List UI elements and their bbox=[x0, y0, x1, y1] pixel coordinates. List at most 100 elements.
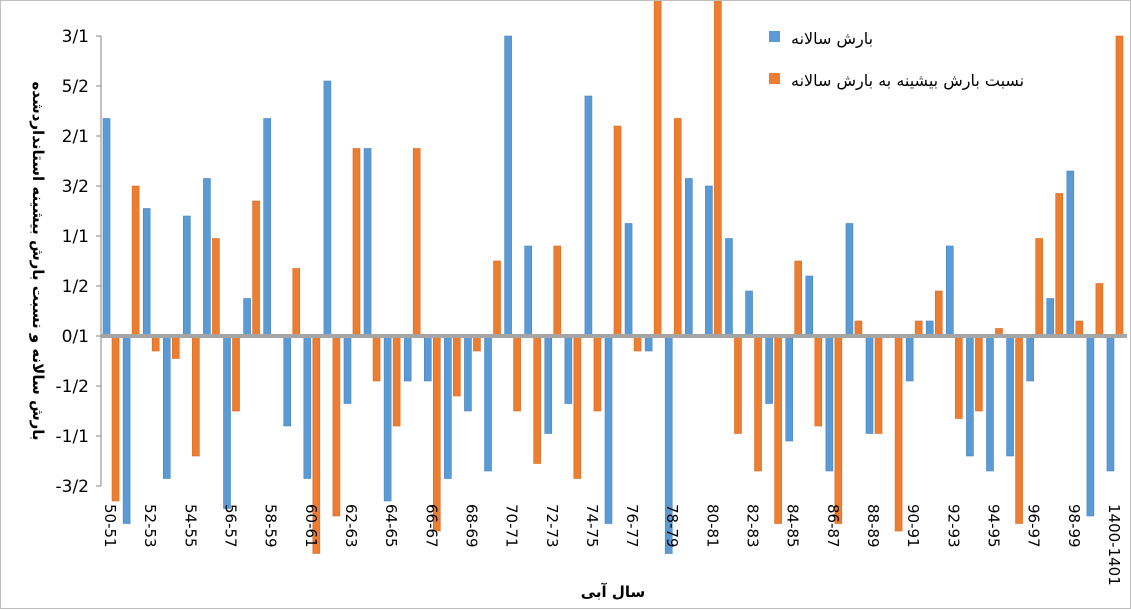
bar-annual-70-71 bbox=[504, 35, 512, 337]
bar-annual-54-55 bbox=[183, 215, 191, 337]
bar-ratio-77-78 bbox=[653, 1, 662, 337]
legend: بارش سالانه نسبت بارش بیشینه به بارش سال… bbox=[769, 29, 1024, 91]
bar-annual-71-72 bbox=[524, 245, 532, 337]
y-tick-label: 3/1 bbox=[62, 27, 89, 47]
bar-annual-51-52 bbox=[122, 335, 131, 524]
x-tick-label: 96-97 bbox=[1025, 504, 1043, 548]
bar-annual-58-59 bbox=[263, 118, 271, 337]
bar-ratio-99-1400 bbox=[1095, 283, 1104, 337]
bar-annual-74-75 bbox=[584, 95, 593, 337]
x-tick-label: 74-75 bbox=[583, 504, 601, 548]
bar-ratio-80-81 bbox=[714, 1, 722, 337]
bar-annual-62-63 bbox=[343, 335, 352, 404]
ticks-layer: 3/1 5/2 2/1 3/2 1/1 1/2 0/1 -1/2 -1/1 -3/2 50-51 52… bbox=[56, 27, 1123, 586]
x-tick-label: 64-65 bbox=[382, 504, 400, 548]
legend-label-annual: بارش سالانه bbox=[791, 29, 873, 49]
bar-annual-69-70 bbox=[484, 335, 492, 472]
bar-annual-60-61 bbox=[303, 335, 312, 479]
bar-annual-92-93 bbox=[946, 245, 954, 337]
bar-annual-90-91 bbox=[905, 335, 914, 382]
bar-annual-75-76 bbox=[604, 335, 613, 524]
x-tick-label: 62-63 bbox=[342, 504, 360, 548]
bar-annual-86-87 bbox=[825, 335, 834, 472]
bar-ratio-63-64 bbox=[372, 335, 381, 382]
bar-ratio-90-91 bbox=[914, 320, 923, 337]
bar-ratio-95-96 bbox=[1015, 335, 1023, 524]
bar-ratio-81-82 bbox=[734, 335, 742, 434]
bar-annual-97-98 bbox=[1046, 298, 1055, 337]
bar-ratio-56-57 bbox=[232, 335, 240, 412]
bar-ratio-96-97 bbox=[1035, 238, 1043, 337]
bar-annual-73-74 bbox=[564, 335, 573, 404]
x-tick-label: 80-81 bbox=[703, 504, 721, 548]
y-tick-label: 5/2 bbox=[62, 77, 89, 97]
bar-ratio-73-74 bbox=[573, 335, 582, 479]
x-tick-label: 54-55 bbox=[181, 504, 199, 548]
bar-annual-63-64 bbox=[363, 148, 372, 337]
bar-ratio-82-83 bbox=[754, 335, 762, 472]
bar-ratio-59-60 bbox=[292, 268, 301, 337]
bar-ratio-67-68 bbox=[453, 335, 461, 397]
bar-annual-64-65 bbox=[383, 335, 392, 502]
y-tick-label: 3/2 bbox=[62, 177, 89, 197]
bar-ratio-84-85 bbox=[794, 260, 803, 337]
bar-annual-88-89 bbox=[865, 335, 874, 434]
bar-ratio-91-92 bbox=[934, 290, 943, 337]
bar-ratio-64-65 bbox=[392, 335, 401, 427]
bar-annual-96-97 bbox=[1026, 335, 1034, 382]
bar-annual-93-94 bbox=[966, 335, 974, 457]
bar-annual-66-67 bbox=[423, 335, 432, 382]
bar-ratio-98-99 bbox=[1075, 320, 1084, 337]
bar-ratio-72-73 bbox=[553, 245, 562, 337]
bar-annual-61-62 bbox=[323, 80, 332, 337]
bar-annual-52-53 bbox=[142, 208, 151, 337]
y-tick-label: -3/2 bbox=[56, 477, 90, 497]
legend-swatch-annual bbox=[769, 31, 780, 42]
x-tick-label: 56-57 bbox=[222, 504, 240, 548]
bar-annual-59-60 bbox=[283, 335, 292, 427]
bar-annual-67-68 bbox=[444, 335, 452, 479]
x-tick-label: 72-73 bbox=[543, 504, 561, 548]
x-axis-title: سال آبی bbox=[581, 583, 646, 601]
y-tick-label: 1/2 bbox=[62, 277, 89, 297]
x-tick-label: 70-71 bbox=[503, 504, 521, 548]
bar-annual-57-58 bbox=[243, 298, 251, 337]
bar-annual-80-81 bbox=[705, 185, 713, 337]
y-tick-label: -1/1 bbox=[56, 427, 90, 447]
bar-annual-72-73 bbox=[544, 335, 553, 434]
x-tick-label: 58-59 bbox=[262, 504, 280, 548]
x-tick-label: 92-93 bbox=[944, 504, 962, 548]
bar-ratio-50-51 bbox=[111, 335, 120, 502]
x-tick-label: 68-69 bbox=[462, 504, 480, 548]
bar-ratio-74-75 bbox=[593, 335, 602, 412]
x-tick-label: 50-51 bbox=[101, 504, 119, 548]
x-tick-label: 94-95 bbox=[984, 504, 1002, 548]
x-tick-label: 90-91 bbox=[904, 504, 922, 548]
bar-ratio-76-77 bbox=[633, 335, 642, 352]
bar-annual-50-51 bbox=[102, 118, 111, 337]
x-tick-label: 52-53 bbox=[141, 504, 159, 548]
bar-annual-87-88 bbox=[845, 223, 854, 337]
bar-annual-53-54 bbox=[162, 335, 171, 479]
x-tick-label: 66-67 bbox=[422, 504, 440, 548]
bar-ratio-87-88 bbox=[854, 320, 863, 337]
bar-ratio-57-58 bbox=[252, 200, 260, 337]
x-tick-label: 98-99 bbox=[1065, 504, 1083, 548]
bar-annual-65-66 bbox=[403, 335, 412, 382]
bar-ratio-93-94 bbox=[975, 335, 983, 412]
bar-annual-83-84 bbox=[765, 335, 773, 404]
x-tick-label: 84-85 bbox=[784, 504, 802, 548]
x-tick-label: 88-89 bbox=[864, 504, 882, 548]
bar-ratio-92-93 bbox=[955, 335, 963, 419]
bar-annual-94-95 bbox=[986, 335, 994, 472]
bar-ratio-61-62 bbox=[332, 335, 341, 517]
bar-ratio-54-55 bbox=[192, 335, 200, 457]
y-tick-label: 0/1 bbox=[62, 327, 89, 347]
x-tick-label: 60-61 bbox=[302, 504, 320, 548]
bar-ratio-75-76 bbox=[613, 125, 622, 337]
bar-ratio-85-86 bbox=[814, 335, 823, 427]
bar-annual-84-85 bbox=[785, 335, 794, 442]
x-axis-line bbox=[101, 334, 1127, 338]
bar-annual-76-77 bbox=[624, 223, 633, 337]
